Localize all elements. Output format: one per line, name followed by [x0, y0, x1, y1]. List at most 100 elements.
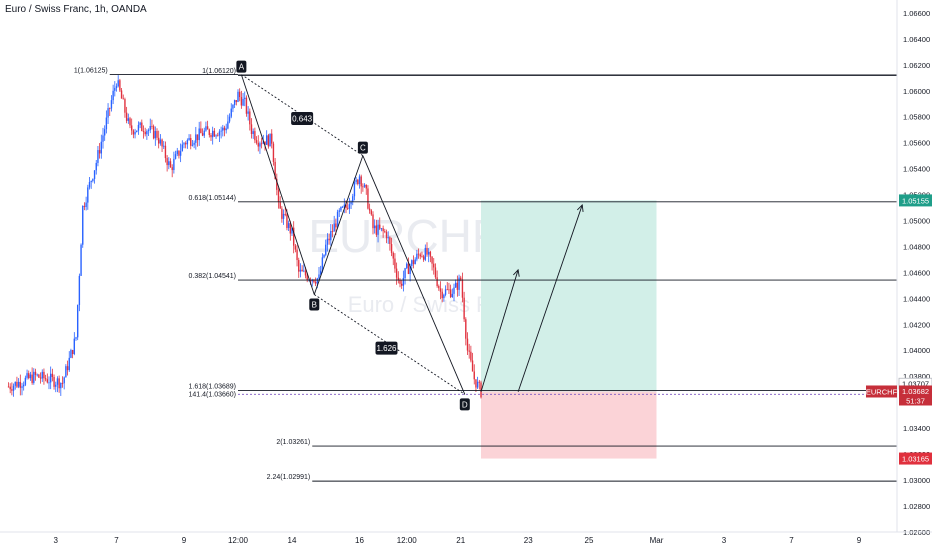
- candle-body: [136, 130, 138, 132]
- symbol-tag[interactable]: [866, 385, 897, 398]
- price-tick-label: 1.03800: [903, 372, 930, 381]
- candle-body: [433, 263, 435, 268]
- candle-body: [380, 228, 383, 230]
- fib-label: 0.382(1.04541): [189, 273, 236, 280]
- candle-body: [31, 374, 33, 383]
- candle-body: [157, 137, 160, 144]
- countdown-tag[interactable]: [899, 395, 932, 406]
- candle-body: [475, 379, 477, 388]
- price-tick-label: 1.03400: [903, 424, 930, 433]
- pattern-point-marker[interactable]: [236, 60, 247, 73]
- stop-price-tag[interactable]: [899, 452, 932, 465]
- candle-body: [350, 201, 352, 205]
- candle-body: [169, 161, 172, 168]
- candle-body: [250, 124, 253, 134]
- candle-body: [373, 225, 376, 229]
- fib-label: 2(1.03261): [276, 439, 310, 446]
- candle-body: [201, 133, 204, 136]
- candle-body: [426, 247, 428, 255]
- candle-body: [247, 111, 249, 114]
- candle-body: [257, 142, 259, 147]
- candle-body: [254, 131, 256, 141]
- candle-body: [319, 270, 322, 275]
- candle-body: [301, 269, 303, 272]
- candle-body: [299, 269, 302, 272]
- price-tick-label: 1.04000: [903, 346, 930, 355]
- candle-body: [470, 351, 472, 361]
- candle-body: [22, 384, 25, 387]
- last-price-tag[interactable]: [899, 385, 932, 397]
- candle-body: [73, 338, 76, 355]
- candle-body: [267, 135, 270, 147]
- pattern-point-marker[interactable]: [459, 398, 470, 411]
- candle-body: [392, 252, 394, 259]
- candle-body: [340, 206, 342, 211]
- pattern-point-marker[interactable]: [357, 141, 368, 154]
- candle-body: [152, 126, 155, 139]
- candle-body: [88, 182, 91, 188]
- candle-body: [476, 381, 479, 388]
- candle-body: [335, 223, 337, 228]
- time-tick-label: 21: [456, 536, 465, 545]
- candle-body: [159, 139, 162, 144]
- candle-body: [375, 225, 378, 235]
- candle-body: [368, 208, 371, 211]
- price-tick-label: 1.04200: [903, 320, 930, 329]
- candle-body: [117, 80, 119, 87]
- candle-body: [125, 112, 128, 121]
- fib-label: 1(1.06120): [202, 68, 236, 75]
- projection-arrow[interactable]: [517, 204, 583, 392]
- candle-body: [41, 371, 43, 379]
- candle-body: [11, 389, 13, 391]
- time-tick-label: 9: [857, 536, 862, 545]
- candle-body: [161, 139, 163, 147]
- target-price-tag[interactable]: [899, 194, 932, 207]
- candle-body: [203, 130, 205, 136]
- projection-arrows: [480, 203, 584, 392]
- stop-zone[interactable]: [481, 391, 657, 459]
- candle-body: [473, 371, 475, 380]
- price-tick-label: 1.02800: [903, 502, 930, 511]
- candle-body: [360, 176, 362, 187]
- projection-arrow[interactable]: [480, 269, 519, 392]
- candle-body: [362, 186, 364, 188]
- candle-body: [321, 257, 324, 271]
- pattern-point-label: B: [312, 300, 317, 309]
- ratio-badge: [291, 112, 314, 126]
- candle-body: [240, 97, 243, 106]
- candle-body: [411, 260, 413, 266]
- candle-body: [367, 188, 369, 209]
- candle-body: [370, 210, 373, 215]
- candle-body: [154, 131, 157, 139]
- candle-body: [183, 143, 185, 145]
- candle-body: [132, 130, 135, 135]
- candle-body: [21, 386, 23, 388]
- candle-body: [195, 134, 197, 143]
- candle-body: [190, 138, 192, 146]
- candle-body: [103, 129, 106, 136]
- candle-body: [438, 286, 440, 289]
- candle-body: [286, 214, 288, 228]
- pattern-point-marker[interactable]: [309, 298, 320, 311]
- time-axis[interactable]: 3 7 9 12:00 14 16 12:00 21 23 25 Mar 3 7 9: [0, 531, 932, 545]
- candle-body: [265, 135, 268, 145]
- price-tick-label: 1.04600: [903, 268, 930, 277]
- time-tick-label: 7: [789, 536, 794, 545]
- candle-body: [306, 275, 308, 281]
- candle-body: [346, 207, 349, 209]
- candle-body: [76, 304, 79, 338]
- candle-body: [208, 129, 211, 135]
- candle-body: [357, 179, 359, 185]
- candle-body: [419, 254, 421, 257]
- candle-body: [120, 90, 123, 99]
- candle-body: [326, 238, 329, 245]
- candle-body: [93, 170, 96, 179]
- time-tick-label: 3: [722, 536, 727, 545]
- candle-body: [146, 131, 148, 135]
- target-zone[interactable]: [481, 200, 657, 392]
- candle-body: [16, 381, 18, 387]
- candle-body: [168, 161, 170, 166]
- candle-body: [85, 202, 87, 207]
- candle-body: [119, 80, 121, 91]
